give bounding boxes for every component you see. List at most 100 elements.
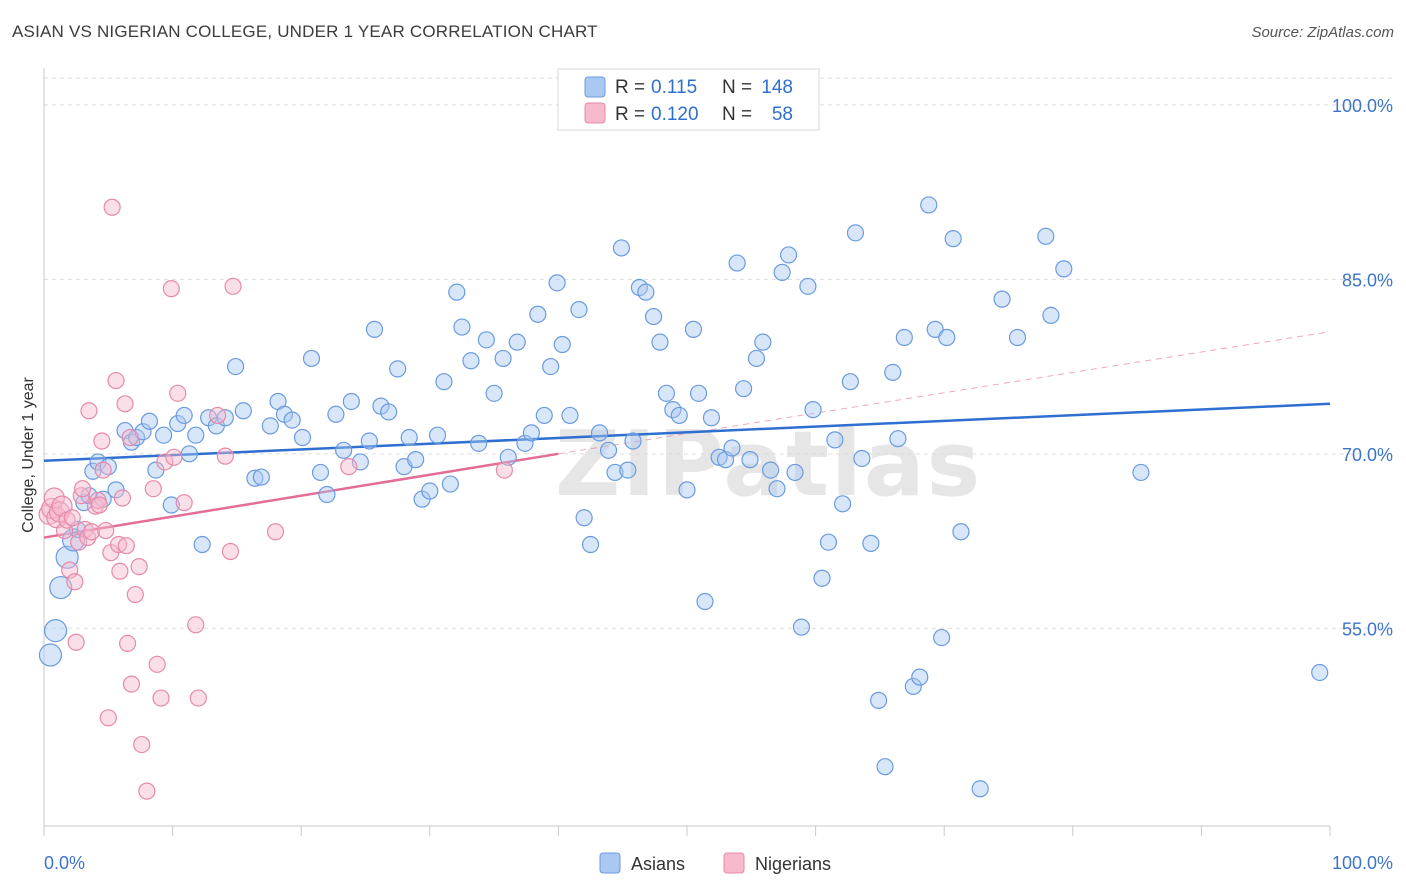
asians-point	[542, 357, 560, 376]
asians-point	[926, 320, 944, 338]
asians-point	[261, 417, 279, 435]
nigerians-point	[66, 573, 84, 591]
asians-point	[43, 619, 68, 643]
asians-point	[180, 445, 198, 463]
nigerians-point	[82, 523, 101, 541]
asians-point	[162, 496, 180, 514]
asians-point	[49, 575, 73, 600]
nigerians-point	[113, 489, 132, 507]
nigerians-point	[117, 537, 135, 555]
asians-point	[293, 428, 312, 447]
asians-point	[612, 239, 631, 257]
asians-point	[246, 469, 264, 487]
asians-point	[944, 230, 962, 248]
asians-point	[1311, 663, 1329, 682]
asians-point	[477, 331, 495, 349]
nigerians-point	[148, 655, 166, 673]
x-tick-label-max: 100.0%	[1332, 853, 1393, 873]
asians-point	[38, 643, 63, 667]
asians-point	[813, 569, 831, 587]
asians-point	[841, 373, 859, 391]
nigerians-point	[162, 280, 180, 298]
asians-point	[846, 224, 865, 242]
asians-point	[834, 495, 852, 513]
nigerians-point	[97, 521, 115, 540]
asians-point	[435, 373, 453, 391]
asians-point	[876, 758, 894, 776]
asians-point	[516, 434, 534, 452]
chart-title: ASIAN VS NIGERIAN COLLEGE, UNDER 1 YEAR …	[12, 22, 598, 41]
nigerians-point	[73, 480, 92, 498]
legend-bottom-swatch-asians	[599, 852, 621, 874]
asians-point	[904, 677, 922, 696]
asians-point	[773, 263, 791, 281]
nigerians-point	[126, 585, 144, 604]
legend-n-label-nigerians: N =	[722, 104, 752, 125]
asians-point	[644, 307, 663, 326]
asians-point	[804, 401, 822, 419]
nigerians-point	[169, 384, 187, 402]
asians-point	[561, 406, 579, 425]
asians-point	[619, 461, 637, 479]
asians-point	[470, 434, 488, 452]
nigerians-point	[122, 675, 141, 693]
asians-point	[862, 534, 880, 552]
asians-point	[302, 349, 321, 368]
asians-point	[884, 363, 902, 381]
asians-point	[734, 380, 753, 398]
asians-point	[342, 392, 360, 411]
nigerians-point	[144, 480, 162, 498]
asians-point	[453, 318, 471, 336]
asians-point	[360, 432, 378, 450]
nigerians-point	[340, 458, 358, 476]
asians-point	[761, 461, 780, 479]
asians-point	[127, 428, 146, 447]
asians-point	[696, 592, 714, 611]
asians-point	[89, 453, 107, 471]
asians-point	[389, 360, 407, 378]
legend-r-label-asians: R =	[615, 77, 645, 98]
asians-point	[421, 482, 439, 500]
y-tick-labels: 100.0% 85.0% 70.0% 55.0%	[1332, 96, 1393, 639]
nigerians-point	[55, 521, 74, 540]
asians-point	[684, 320, 703, 338]
asians-point	[535, 406, 553, 425]
asians-point	[494, 349, 512, 368]
asians-point	[819, 533, 838, 551]
asians-point	[575, 509, 593, 527]
asians-point	[938, 328, 956, 347]
asians-point	[624, 432, 642, 450]
asians-point	[786, 463, 804, 482]
nigerians-point	[90, 496, 108, 514]
asians-point	[920, 196, 938, 214]
asians-point	[728, 254, 746, 272]
nigerians-point	[224, 277, 242, 295]
asians-point	[154, 426, 173, 444]
asians-point	[508, 333, 526, 351]
nigerians-point	[216, 447, 234, 465]
asians-point	[227, 357, 245, 376]
nigerians-trend-extension	[558, 331, 1331, 455]
asians-point	[664, 401, 682, 419]
asians-point	[283, 411, 301, 429]
asians-point	[870, 691, 888, 709]
asians-point	[570, 300, 588, 319]
asians-point	[581, 535, 600, 554]
asians-point	[327, 405, 345, 423]
asians-point	[380, 403, 398, 421]
legend-bottom-label-asians: Asians	[631, 854, 685, 874]
asians-point	[407, 451, 425, 469]
legend-bottom: Asians Nigerians	[599, 852, 831, 874]
asians-point	[140, 412, 159, 430]
asians-point	[754, 333, 772, 351]
asians-point	[400, 428, 418, 447]
asians-point	[826, 431, 844, 449]
nigerians-point	[111, 562, 129, 580]
asians-point	[548, 274, 566, 292]
asians-point	[365, 320, 384, 338]
nigerians-point	[187, 616, 205, 634]
nigerians-point	[175, 494, 193, 512]
y-tick-label: 85.0%	[1342, 270, 1393, 290]
asians-point	[318, 485, 336, 504]
